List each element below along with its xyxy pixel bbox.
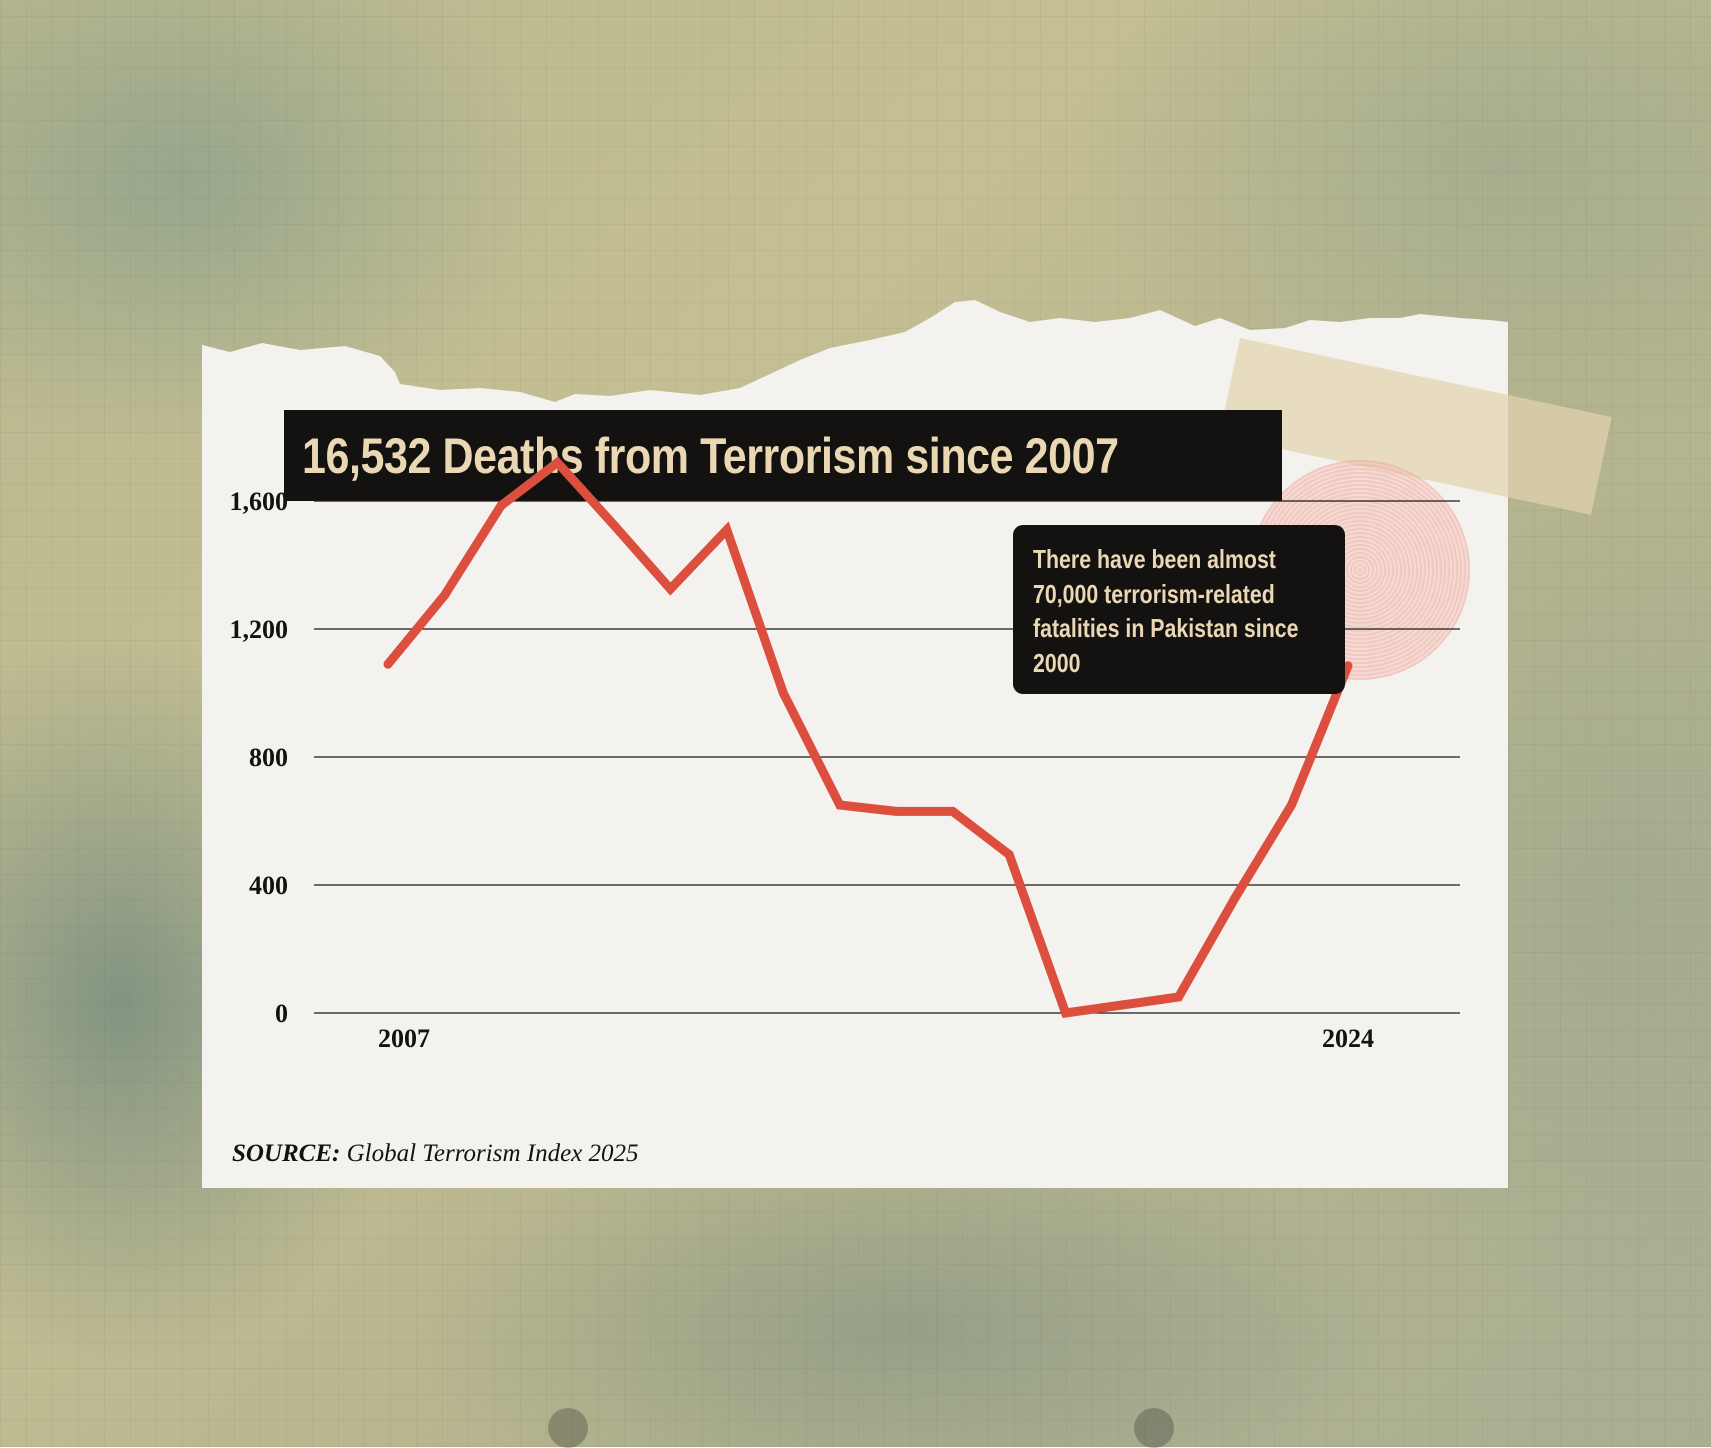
chart-title: 16,532 Deaths from Terrorism since 2007 <box>302 428 1119 484</box>
paper-sheet <box>202 300 1508 1188</box>
series-line <box>384 456 1353 1018</box>
data-point <box>835 800 845 810</box>
y-tick-label: 1,200 <box>230 615 289 644</box>
y-tick-label: 1,600 <box>230 487 289 516</box>
data-point <box>1174 992 1184 1002</box>
data-point <box>891 806 901 816</box>
x-tick-label: 2024 <box>1322 1024 1374 1053</box>
background-dot <box>548 1408 588 1448</box>
data-point <box>496 501 506 511</box>
data-point <box>722 525 732 535</box>
data-point <box>439 590 449 600</box>
data-point <box>1061 1008 1071 1018</box>
title-background <box>284 410 1282 501</box>
source-text: Global Terrorism Index 2025 <box>346 1140 639 1167</box>
annotation-box <box>1013 525 1345 694</box>
data-point <box>1287 800 1297 810</box>
data-point <box>1343 661 1353 671</box>
data-point <box>778 688 788 698</box>
y-tick-label: 800 <box>249 743 288 772</box>
x-tick-label: 2007 <box>378 1024 430 1053</box>
data-point <box>609 520 619 530</box>
y-tick-label: 400 <box>249 871 288 900</box>
background-dot <box>1134 1408 1174 1448</box>
data-point <box>665 584 675 594</box>
y-tick-label: 0 <box>275 999 288 1028</box>
data-point <box>1004 850 1014 860</box>
source-label: SOURCE: <box>232 1140 341 1167</box>
source-note: SOURCE: Global Terrorism Index 2025 <box>232 1140 639 1168</box>
data-point <box>948 806 958 816</box>
data-point <box>383 659 393 669</box>
annotation-text: There have been almost 70,000 terrorism-… <box>1033 544 1299 678</box>
data-point <box>552 458 562 468</box>
data-point <box>1230 893 1240 903</box>
data-point <box>1117 1000 1127 1010</box>
